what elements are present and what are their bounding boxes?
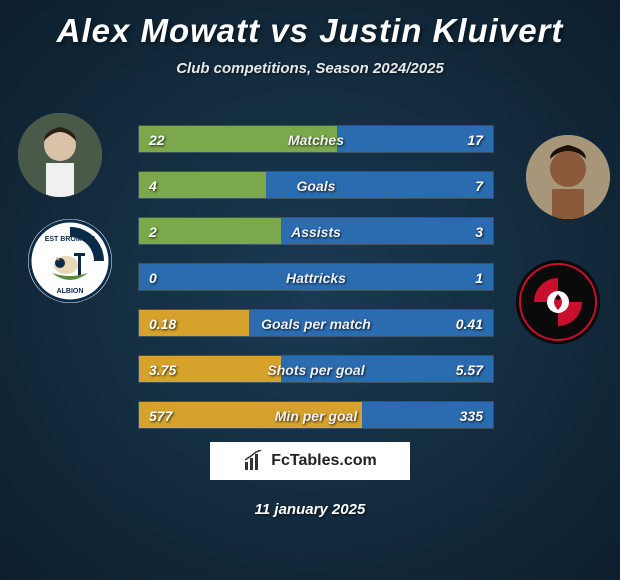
stat-label: Goals bbox=[139, 172, 493, 200]
player-left-avatar bbox=[18, 113, 102, 197]
stat-row: 577335Min per goal bbox=[138, 401, 494, 429]
stat-label: Matches bbox=[139, 126, 493, 154]
stat-row: 01Hattricks bbox=[138, 263, 494, 291]
svg-text:EST BROMWIC: EST BROMWIC bbox=[45, 236, 96, 243]
club-right-logo bbox=[516, 260, 600, 344]
stat-row: 3.755.57Shots per goal bbox=[138, 355, 494, 383]
stat-label: Goals per match bbox=[139, 310, 493, 338]
stat-label: Hattricks bbox=[139, 264, 493, 292]
branding-badge: FcTables.com bbox=[210, 442, 410, 480]
player-right-avatar bbox=[526, 135, 610, 219]
chart-icon bbox=[243, 450, 265, 472]
stat-row: 2217Matches bbox=[138, 125, 494, 153]
club-left-logo: EST BROMWIC ALBION bbox=[28, 219, 112, 303]
stat-row: 0.180.41Goals per match bbox=[138, 309, 494, 337]
stat-label: Min per goal bbox=[139, 402, 493, 430]
svg-text:ALBION: ALBION bbox=[57, 288, 84, 295]
page-subtitle: Club competitions, Season 2024/2025 bbox=[0, 60, 620, 77]
branding-text: FcTables.com bbox=[271, 452, 377, 470]
stat-label: Shots per goal bbox=[139, 356, 493, 384]
stat-label: Assists bbox=[139, 218, 493, 246]
date-text: 11 january 2025 bbox=[0, 501, 620, 518]
stats-container: 2217Matches 47Goals 23Assists 01Hattricks 0.… bbox=[138, 125, 494, 447]
page-title: Alex Mowatt vs Justin Kluivert bbox=[0, 0, 620, 50]
stat-row: 47Goals bbox=[138, 171, 494, 199]
stat-row: 23Assists bbox=[138, 217, 494, 245]
